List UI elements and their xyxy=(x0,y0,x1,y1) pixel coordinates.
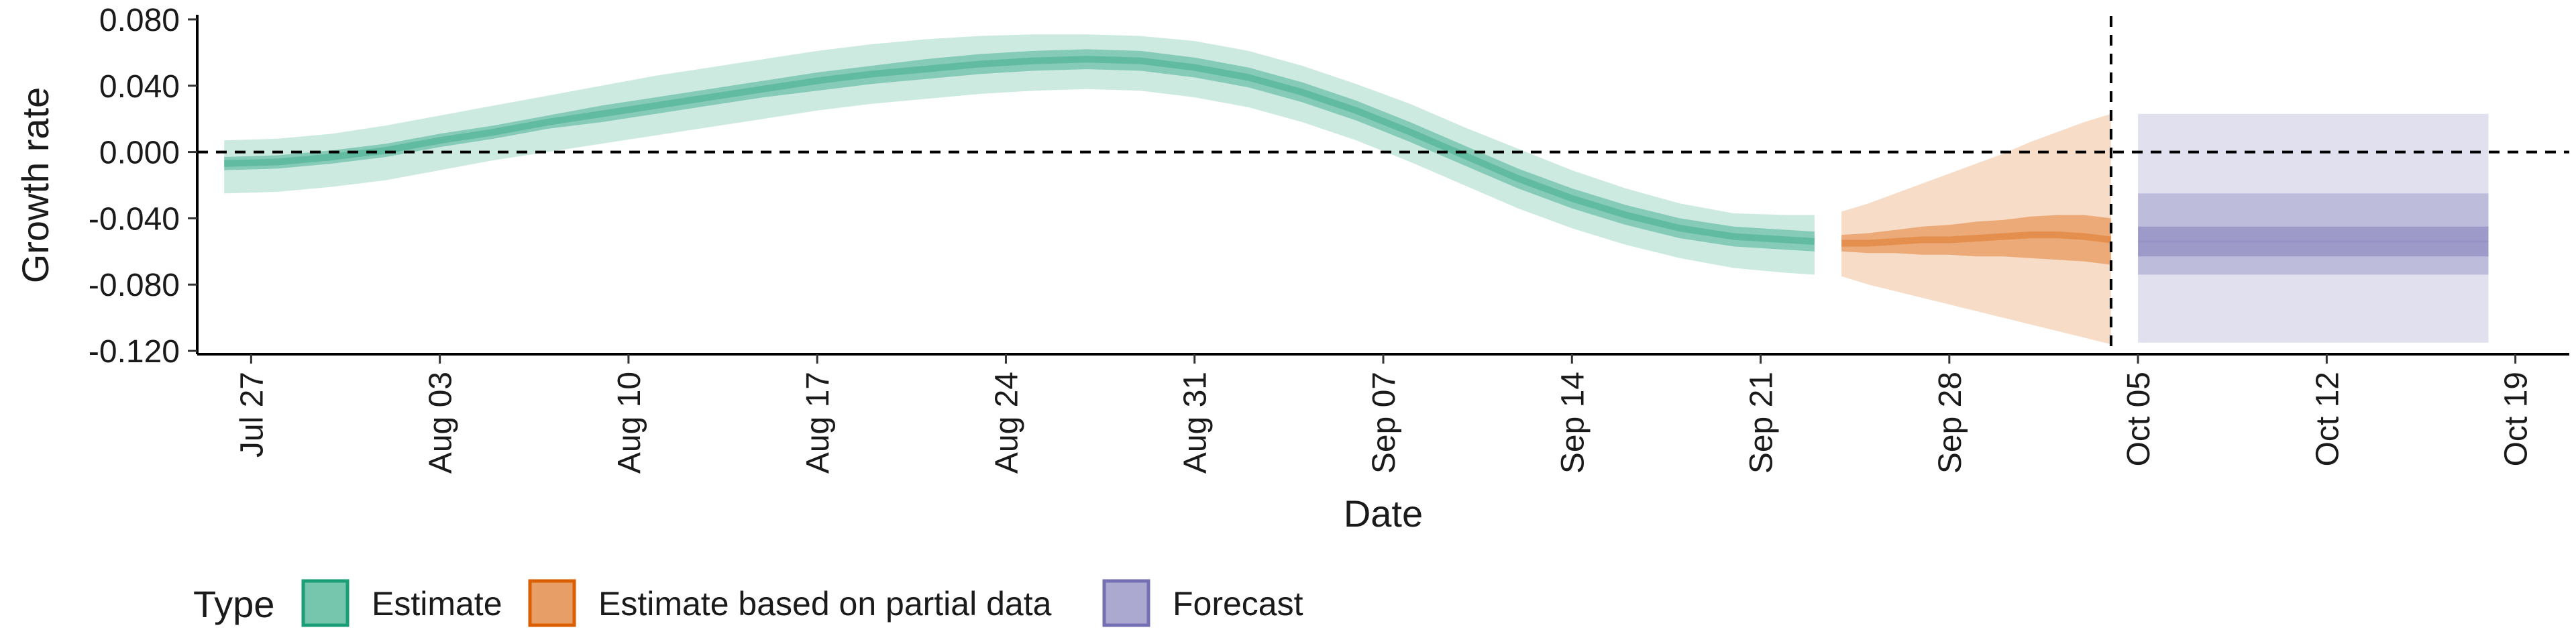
x-tick-label: Oct 12 xyxy=(2310,372,2345,466)
estimate-based-on-partial-data-legend-key xyxy=(528,579,576,627)
forecast-middle-band xyxy=(2138,193,2489,275)
estimate-based-on-partial-data-median-line xyxy=(1841,231,2112,247)
x-tick-label: Oct 05 xyxy=(2121,372,2157,466)
bands-layer xyxy=(224,34,2489,345)
axes: 0.080 0.040 0.000 -0.040 -0.080 -0.120 Jul 27 A… xyxy=(89,3,2569,474)
estimate-inner-band xyxy=(224,49,1815,252)
x-tick-label: Jul 27 xyxy=(234,372,270,458)
estimate-outer-band xyxy=(224,34,1815,275)
x-axis-title: Date xyxy=(1344,492,1423,535)
x-tick-label: Sep 21 xyxy=(1744,372,1780,474)
x-tick-label: Aug 17 xyxy=(800,372,836,474)
x-tick-label: Aug 31 xyxy=(1178,372,1214,474)
legend: Type Estimate Estimate based on partial d… xyxy=(193,579,1303,627)
estimate-based-on-partial-data-outer-band xyxy=(1841,113,2111,345)
estimate-based-on-partial-data-legend-label: Estimate based on partial data xyxy=(598,585,1052,623)
y-tick-label: 0.000 xyxy=(99,136,180,171)
forecast-median-line xyxy=(2138,240,2489,243)
y-tick-label: -0.040 xyxy=(89,201,180,237)
y-axis-title: Growth rate xyxy=(14,87,56,284)
y-tick-label: 0.040 xyxy=(99,69,180,105)
forecast-legend-label: Forecast xyxy=(1173,585,1303,623)
x-tick-label: Sep 14 xyxy=(1555,372,1591,474)
y-tick-label: 0.080 xyxy=(99,3,180,38)
x-tick-label: Aug 24 xyxy=(989,372,1024,474)
estimate-legend-label: Estimate xyxy=(372,585,502,623)
estimate-based-on-partial-data-inner-band xyxy=(1841,215,2111,265)
x-tick-label: Oct 19 xyxy=(2499,372,2534,466)
forecast-inner-band xyxy=(2138,226,2489,257)
y-tick-label: -0.120 xyxy=(89,334,180,370)
x-tick-label: Aug 03 xyxy=(423,372,459,474)
y-tick-label: -0.080 xyxy=(89,268,180,303)
estimate-legend-key xyxy=(301,579,350,627)
x-tick-label: Sep 28 xyxy=(1933,372,1968,474)
reference-lines xyxy=(197,16,2569,354)
x-tick-label: Aug 10 xyxy=(612,372,647,474)
forecast-legend-key xyxy=(1102,579,1150,627)
legend-title: Type xyxy=(193,583,274,625)
x-tick-label: Sep 07 xyxy=(1366,372,1402,474)
estimate-median-line xyxy=(224,56,1815,245)
